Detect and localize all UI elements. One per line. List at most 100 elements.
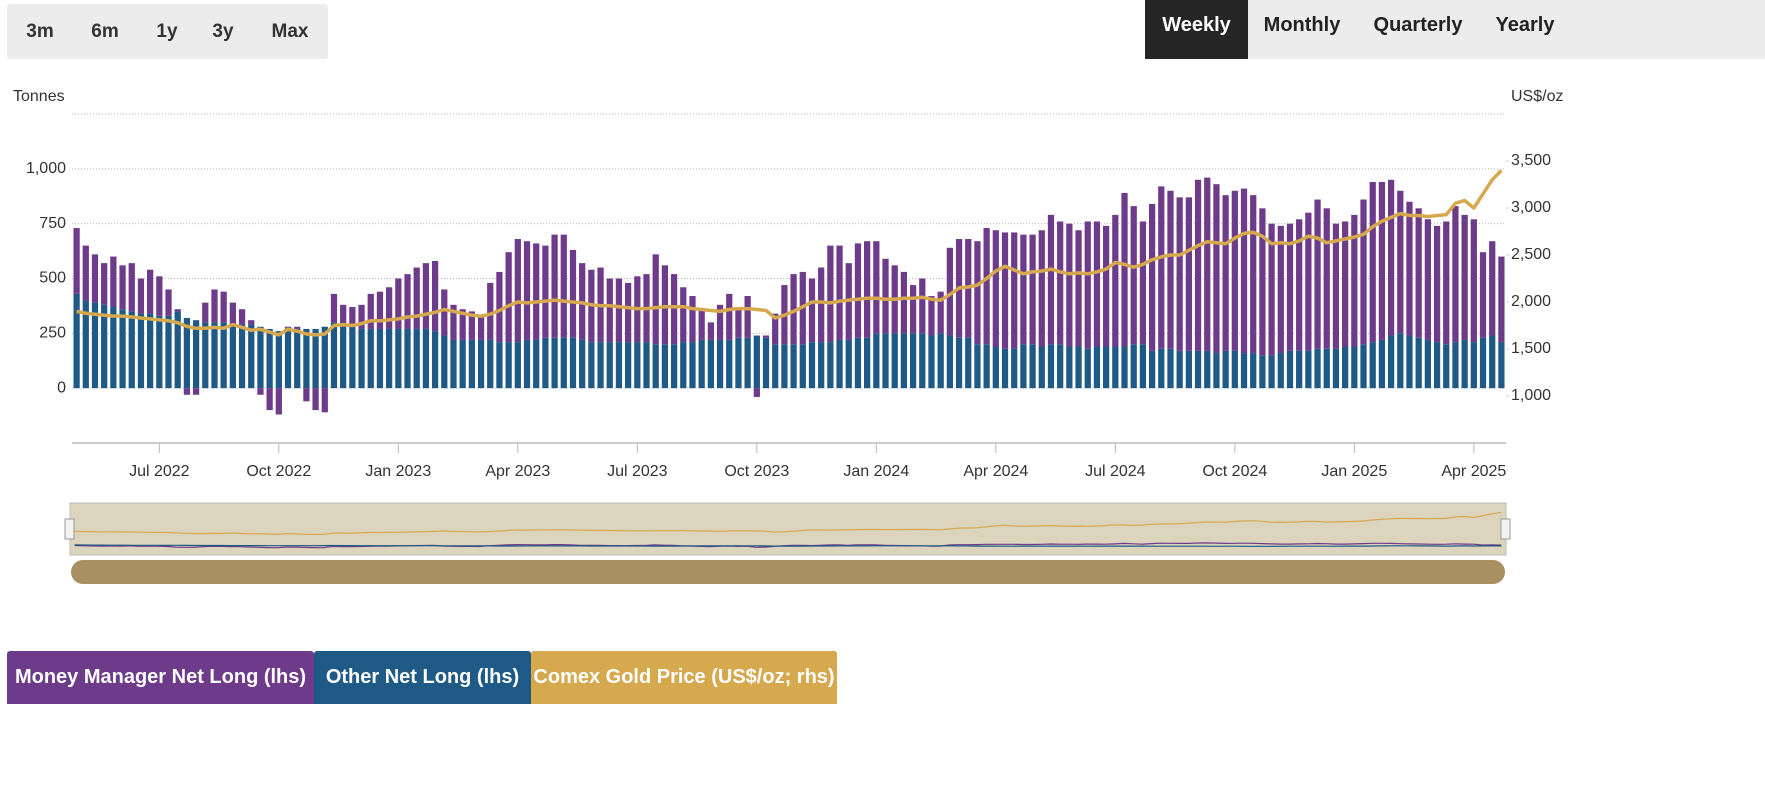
bar bbox=[266, 328, 273, 389]
bar bbox=[1001, 232, 1009, 349]
bar bbox=[192, 388, 200, 395]
bar bbox=[992, 230, 999, 347]
bar bbox=[1277, 353, 1284, 389]
scrollbar[interactable] bbox=[71, 560, 1505, 584]
bar bbox=[1415, 208, 1422, 338]
bar bbox=[1066, 223, 1073, 347]
bar bbox=[1489, 241, 1496, 336]
x-tick-label: Jan 2023 bbox=[365, 463, 431, 480]
bar bbox=[909, 285, 917, 334]
bar bbox=[1360, 199, 1367, 345]
bar bbox=[248, 320, 255, 325]
navigator-handle[interactable] bbox=[1500, 518, 1511, 540]
bar bbox=[1057, 344, 1064, 389]
legend-item[interactable]: Other Net Long (lhs) bbox=[314, 651, 531, 704]
navigator-handle[interactable] bbox=[64, 518, 75, 540]
bar bbox=[147, 269, 154, 314]
bar bbox=[983, 228, 990, 345]
bar bbox=[1112, 346, 1119, 389]
bar bbox=[1029, 234, 1036, 345]
bar bbox=[128, 311, 135, 389]
bar bbox=[358, 304, 365, 329]
bar bbox=[643, 342, 650, 389]
range-button[interactable]: 3m bbox=[26, 21, 54, 42]
bar bbox=[1323, 208, 1330, 349]
bar bbox=[1498, 256, 1505, 343]
bar bbox=[762, 337, 770, 389]
bar bbox=[294, 326, 301, 329]
bar bbox=[579, 339, 586, 389]
y-tick-label: 500 bbox=[39, 270, 66, 287]
bar bbox=[533, 339, 540, 389]
y-tick-label: 250 bbox=[39, 325, 66, 342]
x-tick-label: Jan 2025 bbox=[1321, 463, 1387, 480]
bar bbox=[753, 388, 760, 397]
bar bbox=[625, 282, 632, 343]
bar bbox=[707, 322, 714, 340]
period-button[interactable]: Weekly bbox=[1145, 0, 1248, 59]
y2-tick-label: 1,500 bbox=[1511, 340, 1551, 357]
legend-item[interactable]: Money Manager Net Long (lhs) bbox=[7, 651, 314, 704]
x-tick-label: Oct 2024 bbox=[1202, 463, 1267, 480]
bar bbox=[680, 342, 687, 389]
bar bbox=[542, 245, 549, 338]
bar bbox=[1433, 225, 1441, 343]
range-button[interactable]: 1y bbox=[156, 21, 178, 42]
bar bbox=[431, 260, 439, 332]
bar bbox=[1314, 348, 1321, 389]
bar bbox=[661, 344, 669, 389]
bar bbox=[284, 328, 292, 389]
bar bbox=[1305, 212, 1312, 351]
bar bbox=[275, 388, 282, 415]
bar bbox=[845, 339, 852, 389]
period-button[interactable]: Quarterly bbox=[1356, 0, 1480, 59]
period-button[interactable]: Yearly bbox=[1480, 0, 1570, 59]
bar bbox=[615, 278, 623, 343]
bar bbox=[1351, 346, 1358, 389]
bar bbox=[1479, 337, 1487, 389]
bar bbox=[1148, 350, 1156, 389]
y2-axis-label: US$/oz bbox=[1511, 88, 1563, 105]
bar bbox=[257, 388, 264, 395]
bar bbox=[900, 271, 908, 334]
bar bbox=[864, 337, 871, 389]
bar bbox=[1277, 225, 1284, 354]
bar bbox=[1231, 350, 1238, 389]
period-button[interactable]: Monthly bbox=[1248, 0, 1356, 59]
range-button[interactable]: 3y bbox=[212, 21, 234, 42]
bar bbox=[1259, 355, 1266, 389]
bar bbox=[588, 342, 595, 389]
bar bbox=[1001, 348, 1009, 389]
bar bbox=[119, 309, 126, 389]
bar bbox=[716, 339, 724, 389]
range-button[interactable]: 6m bbox=[91, 21, 119, 42]
navigator-line bbox=[74, 544, 1502, 547]
bar bbox=[137, 278, 145, 314]
bar bbox=[854, 243, 862, 338]
bar bbox=[73, 293, 80, 389]
y2-tick-label: 2,000 bbox=[1511, 293, 1551, 310]
bar bbox=[735, 307, 742, 338]
bar bbox=[1011, 348, 1018, 389]
bar bbox=[321, 388, 328, 413]
bar bbox=[1470, 219, 1477, 343]
bar bbox=[909, 333, 917, 389]
bar bbox=[349, 307, 356, 327]
bar bbox=[1213, 184, 1220, 354]
bar bbox=[395, 328, 402, 389]
x-tick-label: Apr 2024 bbox=[963, 463, 1028, 480]
legend-item[interactable]: Comex Gold Price (US$/oz; rhs) bbox=[531, 651, 837, 704]
range-button[interactable]: Max bbox=[271, 21, 309, 42]
bar bbox=[726, 339, 733, 389]
x-tick-label: Jul 2023 bbox=[607, 463, 668, 480]
bar bbox=[82, 300, 89, 389]
bar bbox=[937, 333, 944, 389]
bar bbox=[1406, 335, 1413, 389]
bar bbox=[1093, 346, 1101, 389]
bar bbox=[597, 342, 604, 389]
bar bbox=[753, 335, 760, 389]
y-tick-label: 1,000 bbox=[26, 160, 66, 177]
bar bbox=[1397, 190, 1404, 334]
bar bbox=[477, 339, 485, 389]
bar bbox=[974, 241, 981, 345]
